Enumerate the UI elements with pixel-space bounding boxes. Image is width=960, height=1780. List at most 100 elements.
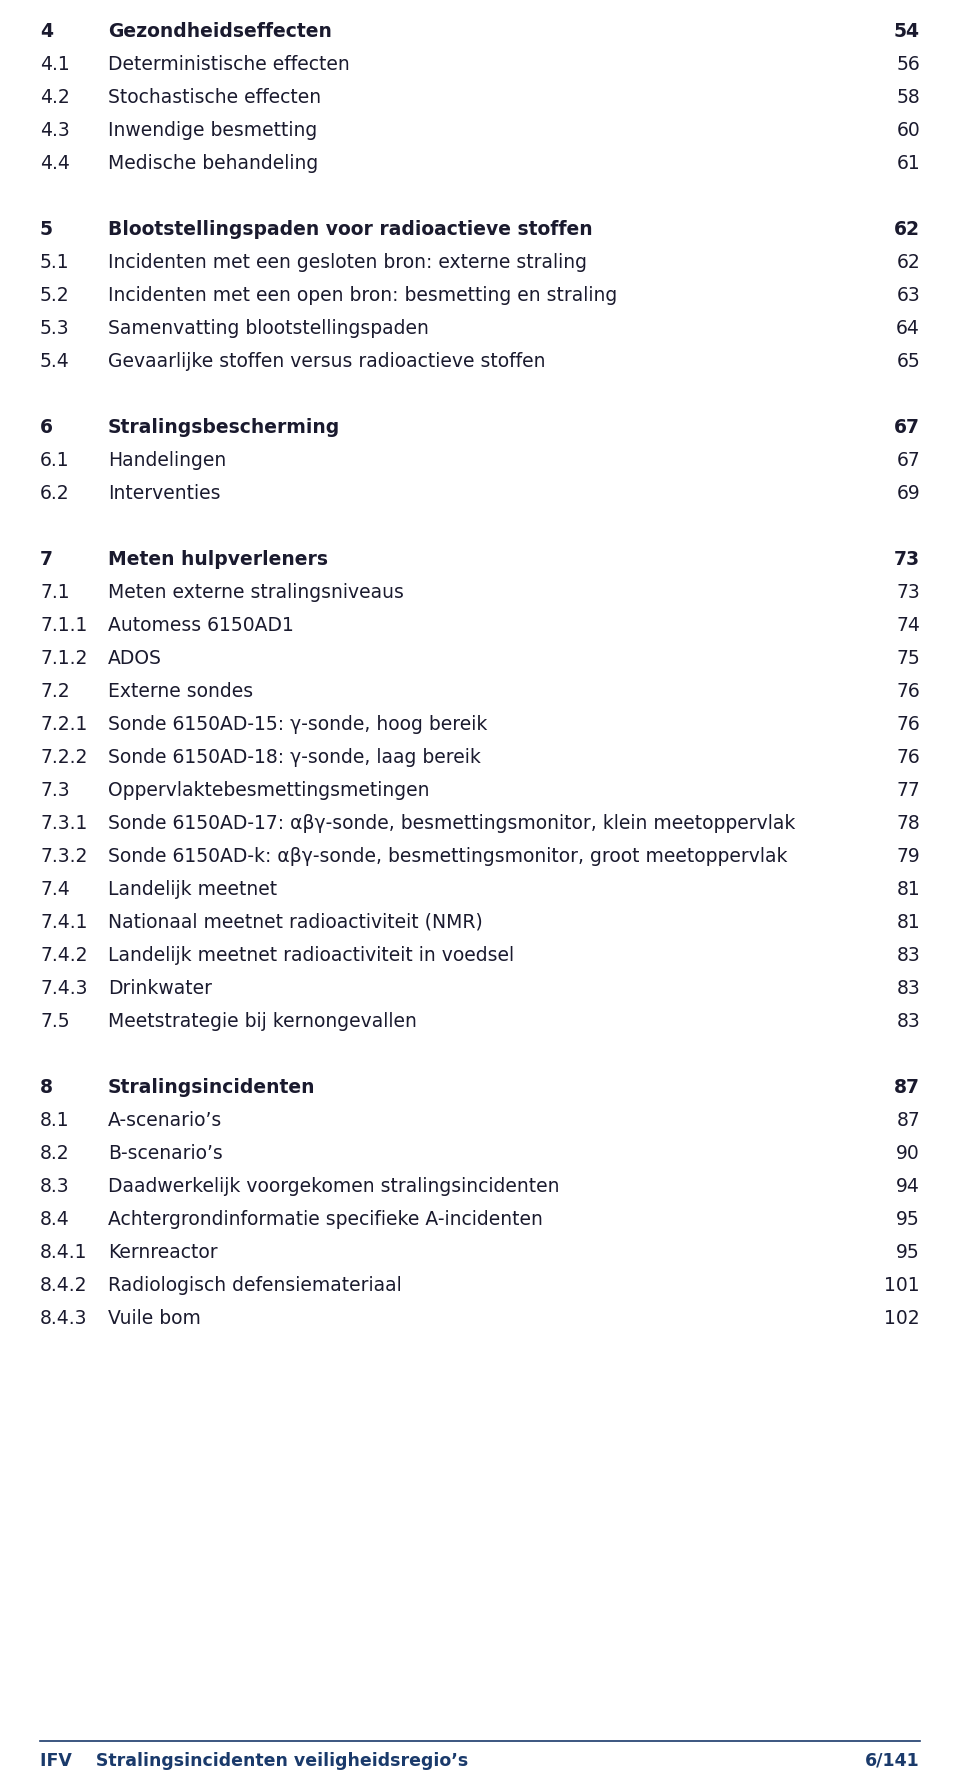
Text: 67: 67 [897, 450, 920, 470]
Text: 61: 61 [897, 153, 920, 173]
Text: 79: 79 [897, 847, 920, 865]
Text: 101: 101 [884, 1274, 920, 1294]
Text: Oppervlaktebesmettingsmetingen: Oppervlaktebesmettingsmetingen [108, 781, 429, 799]
Text: 7.1: 7.1 [40, 582, 70, 602]
Text: Sonde 6150AD-15: γ-sonde, hoog bereik: Sonde 6150AD-15: γ-sonde, hoog bereik [108, 714, 488, 733]
Text: Landelijk meetnet radioactiviteit in voedsel: Landelijk meetnet radioactiviteit in voe… [108, 945, 515, 965]
Text: 95: 95 [897, 1209, 920, 1228]
Text: IFV    Stralingsincidenten veiligheidsregio’s: IFV Stralingsincidenten veiligheidsregio… [40, 1752, 468, 1769]
Text: 83: 83 [897, 979, 920, 997]
Text: 81: 81 [897, 879, 920, 899]
Text: Stralingsincidenten: Stralingsincidenten [108, 1077, 316, 1096]
Text: Daadwerkelijk voorgekomen stralingsincidenten: Daadwerkelijk voorgekomen stralingsincid… [108, 1177, 560, 1196]
Text: 5: 5 [40, 221, 53, 239]
Text: 8: 8 [40, 1077, 53, 1096]
Text: Externe sondes: Externe sondes [108, 682, 253, 701]
Text: Meetstrategie bij kernongevallen: Meetstrategie bij kernongevallen [108, 1011, 417, 1031]
Text: 8.4: 8.4 [40, 1209, 70, 1228]
Text: 8.4.2: 8.4.2 [40, 1274, 87, 1294]
Text: 6.2: 6.2 [40, 484, 70, 502]
Text: 7.4.1: 7.4.1 [40, 913, 87, 931]
Text: 8.3: 8.3 [40, 1177, 70, 1196]
Text: 63: 63 [897, 287, 920, 304]
Text: Meten hulpverleners: Meten hulpverleners [108, 550, 328, 568]
Text: Stochastische effecten: Stochastische effecten [108, 87, 322, 107]
Text: 95: 95 [897, 1242, 920, 1262]
Text: 5.4: 5.4 [40, 352, 70, 370]
Text: 5.2: 5.2 [40, 287, 70, 304]
Text: 8.2: 8.2 [40, 1143, 70, 1162]
Text: 77: 77 [897, 781, 920, 799]
Text: 73: 73 [897, 582, 920, 602]
Text: Incidenten met een gesloten bron: externe straling: Incidenten met een gesloten bron: extern… [108, 253, 587, 272]
Text: 87: 87 [897, 1111, 920, 1129]
Text: Vuile bom: Vuile bom [108, 1308, 201, 1328]
Text: 7.4.2: 7.4.2 [40, 945, 87, 965]
Text: 8.1: 8.1 [40, 1111, 70, 1129]
Text: 58: 58 [897, 87, 920, 107]
Text: Incidenten met een open bron: besmetting en straling: Incidenten met een open bron: besmetting… [108, 287, 617, 304]
Text: 5.3: 5.3 [40, 319, 70, 338]
Text: 73: 73 [894, 550, 920, 568]
Text: 54: 54 [894, 21, 920, 41]
Text: 81: 81 [897, 913, 920, 931]
Text: 7.4: 7.4 [40, 879, 70, 899]
Text: 65: 65 [897, 352, 920, 370]
Text: Achtergrondinformatie specifieke A-incidenten: Achtergrondinformatie specifieke A-incid… [108, 1209, 542, 1228]
Text: 7.1.2: 7.1.2 [40, 648, 87, 668]
Text: 56: 56 [897, 55, 920, 75]
Text: Interventies: Interventies [108, 484, 221, 502]
Text: 7.3: 7.3 [40, 781, 70, 799]
Text: Landelijk meetnet: Landelijk meetnet [108, 879, 277, 899]
Text: 4.2: 4.2 [40, 87, 70, 107]
Text: 8.4.1: 8.4.1 [40, 1242, 87, 1262]
Text: Handelingen: Handelingen [108, 450, 227, 470]
Text: A-scenario’s: A-scenario’s [108, 1111, 223, 1129]
Text: Blootstellingspaden voor radioactieve stoffen: Blootstellingspaden voor radioactieve st… [108, 221, 592, 239]
Text: 4: 4 [40, 21, 53, 41]
Text: 76: 76 [897, 682, 920, 701]
Text: Nationaal meetnet radioactiviteit (NMR): Nationaal meetnet radioactiviteit (NMR) [108, 913, 483, 931]
Text: 6/141: 6/141 [865, 1752, 920, 1769]
Text: 69: 69 [897, 484, 920, 502]
Text: 62: 62 [897, 253, 920, 272]
Text: Sonde 6150AD-18: γ-sonde, laag bereik: Sonde 6150AD-18: γ-sonde, laag bereik [108, 748, 481, 767]
Text: 7.3.2: 7.3.2 [40, 847, 87, 865]
Text: Meten externe stralingsniveaus: Meten externe stralingsniveaus [108, 582, 404, 602]
Text: 7.4.3: 7.4.3 [40, 979, 87, 997]
Text: 6: 6 [40, 418, 53, 436]
Text: 74: 74 [896, 616, 920, 635]
Text: 83: 83 [897, 945, 920, 965]
Text: 7: 7 [40, 550, 53, 568]
Text: B-scenario’s: B-scenario’s [108, 1143, 223, 1162]
Text: 83: 83 [897, 1011, 920, 1031]
Text: Samenvatting blootstellingspaden: Samenvatting blootstellingspaden [108, 319, 429, 338]
Text: 4.4: 4.4 [40, 153, 70, 173]
Text: 78: 78 [897, 813, 920, 833]
Text: 8.4.3: 8.4.3 [40, 1308, 87, 1328]
Text: 76: 76 [897, 714, 920, 733]
Text: Stralingsbescherming: Stralingsbescherming [108, 418, 340, 436]
Text: Inwendige besmetting: Inwendige besmetting [108, 121, 317, 141]
Text: 67: 67 [894, 418, 920, 436]
Text: 7.3.1: 7.3.1 [40, 813, 87, 833]
Text: Sonde 6150AD-k: αβγ-sonde, besmettingsmonitor, groot meetoppervlak: Sonde 6150AD-k: αβγ-sonde, besmettingsmo… [108, 847, 787, 865]
Text: Deterministische effecten: Deterministische effecten [108, 55, 349, 75]
Text: Medische behandeling: Medische behandeling [108, 153, 319, 173]
Text: 76: 76 [897, 748, 920, 767]
Text: 4.1: 4.1 [40, 55, 70, 75]
Text: Kernreactor: Kernreactor [108, 1242, 218, 1262]
Text: 62: 62 [894, 221, 920, 239]
Text: Gezondheidseffecten: Gezondheidseffecten [108, 21, 332, 41]
Text: 64: 64 [896, 319, 920, 338]
Text: 5.1: 5.1 [40, 253, 70, 272]
Text: 90: 90 [897, 1143, 920, 1162]
Text: ADOS: ADOS [108, 648, 162, 668]
Text: 7.2.2: 7.2.2 [40, 748, 87, 767]
Text: 75: 75 [897, 648, 920, 668]
Text: 7.2.1: 7.2.1 [40, 714, 87, 733]
Text: 7.5: 7.5 [40, 1011, 70, 1031]
Text: 102: 102 [884, 1308, 920, 1328]
Text: 94: 94 [896, 1177, 920, 1196]
Text: Automess 6150AD1: Automess 6150AD1 [108, 616, 294, 635]
